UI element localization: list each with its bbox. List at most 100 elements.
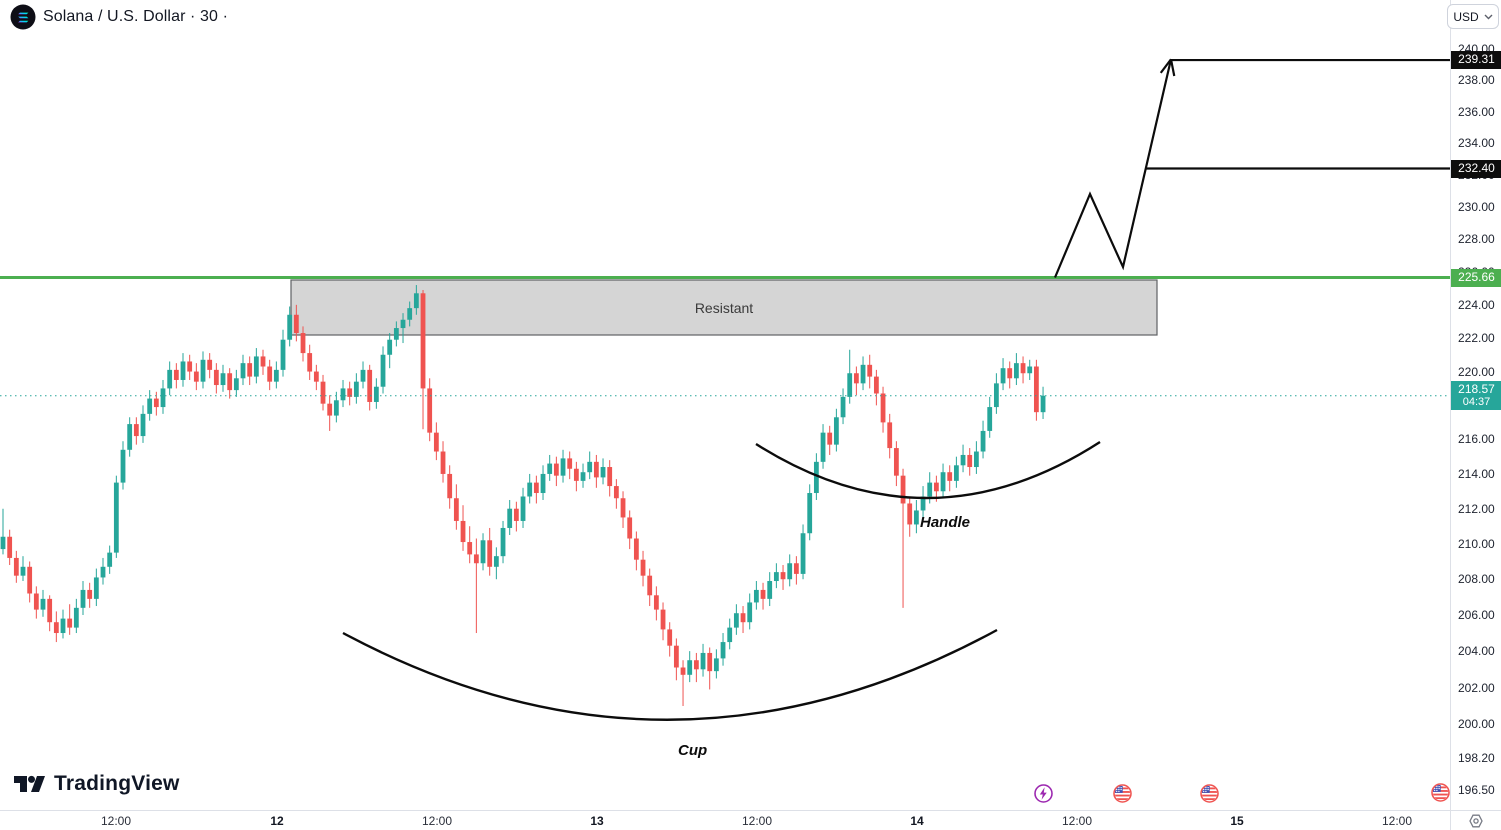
chart-canvas[interactable]: Resistant Cup Handle: [0, 0, 1450, 810]
candle: [1027, 366, 1033, 374]
candle: [960, 454, 966, 466]
candle: [807, 493, 813, 534]
handle-pattern-label[interactable]: Handle: [920, 514, 971, 531]
candle: [127, 424, 133, 450]
candle: [1000, 368, 1006, 384]
candle: [1033, 366, 1039, 413]
price-axis-label: 220.00: [1458, 364, 1495, 379]
price-axis[interactable]: 240.00238.00236.00234.00232.00230.00228.…: [1450, 0, 1501, 810]
candle: [907, 503, 913, 525]
candle: [527, 482, 533, 497]
symbol-title[interactable]: Solana / U.S. Dollar · 30 ·: [43, 8, 228, 25]
candlestick-chart[interactable]: [0, 0, 1450, 810]
candle: [600, 467, 606, 478]
us-economic-event-flag-icon[interactable]: [1430, 782, 1451, 803]
resistance-zone[interactable]: [290, 279, 1158, 336]
candle: [487, 540, 493, 567]
candle: [407, 308, 413, 320]
candle: [67, 618, 73, 628]
candle: [813, 461, 819, 494]
candle: [307, 353, 313, 372]
candle: [107, 552, 113, 567]
candle: [733, 613, 739, 628]
currency-selector-button[interactable]: USD: [1447, 4, 1499, 29]
candle: [287, 314, 293, 340]
candle: [613, 486, 619, 499]
price-level-badge: 225.66: [1451, 268, 1501, 287]
candle: [547, 463, 553, 474]
candle: [580, 472, 586, 481]
candle: [267, 366, 273, 382]
cup-arc[interactable]: [342, 628, 998, 721]
candle: [227, 373, 233, 391]
price-axis-label: 224.00: [1458, 297, 1495, 312]
price-axis-label: 202.00: [1458, 680, 1495, 695]
chevron-down-icon: [1484, 14, 1493, 19]
candle: [507, 508, 513, 528]
candle: [353, 381, 359, 397]
candle: [947, 472, 953, 481]
candle: [767, 581, 773, 599]
us-economic-event-flag-icon[interactable]: [1112, 783, 1133, 804]
candle: [147, 398, 153, 414]
candle: [900, 475, 906, 504]
candle: [720, 642, 726, 659]
candle: [367, 369, 373, 402]
candle: [427, 388, 433, 433]
crypto-event-icon[interactable]: [1033, 783, 1054, 804]
candle: [480, 540, 486, 564]
candle: [93, 577, 99, 599]
candle: [300, 333, 306, 354]
time-axis-label: 12: [270, 814, 284, 828]
candle: [987, 407, 993, 431]
candle: [453, 498, 459, 521]
candle: [520, 496, 526, 521]
candle: [853, 373, 859, 384]
candle: [700, 652, 706, 670]
candle: [693, 660, 699, 670]
candle: [967, 454, 973, 468]
candle: [627, 517, 633, 539]
time-axis[interactable]: 12:00 12 12:00 13 12:00 14 12:00 15 12:00: [0, 810, 1450, 830]
candle: [860, 364, 866, 384]
tradingview-logo[interactable]: TradingView: [13, 771, 180, 797]
candle: [593, 461, 599, 478]
candle: [567, 458, 573, 469]
price-axis-label: 214.00: [1458, 466, 1495, 481]
price-axis-label: 222.00: [1458, 331, 1495, 346]
us-economic-event-flag-icon[interactable]: [1199, 783, 1220, 804]
candle: [40, 598, 46, 610]
price-axis-label: 210.00: [1458, 536, 1495, 551]
price-axis-label: 234.00: [1458, 136, 1495, 151]
candle: [540, 473, 546, 494]
handle-arc[interactable]: [755, 440, 1101, 500]
candle: [1020, 363, 1026, 374]
candle: [100, 566, 106, 578]
candle: [973, 451, 979, 468]
candle: [840, 396, 846, 418]
candle: [740, 613, 746, 623]
candle: [707, 652, 713, 672]
candle: [880, 393, 886, 423]
price-axis-label: 216.00: [1458, 432, 1495, 447]
resistance-zone-label[interactable]: Resistant: [694, 299, 754, 316]
price-axis-label: 200.00: [1458, 717, 1495, 732]
candle: [80, 589, 86, 608]
price-axis-label: 230.00: [1458, 199, 1495, 214]
projection-arrow[interactable]: [1053, 59, 1173, 278]
candle: [980, 430, 986, 452]
cup-pattern-label[interactable]: Cup: [678, 742, 708, 759]
candle: [13, 557, 19, 576]
time-axis-label: 12:00: [741, 814, 773, 828]
candle: [47, 598, 53, 623]
candle: [847, 373, 853, 397]
candle: [440, 451, 446, 474]
candle: [213, 369, 219, 386]
projection-arrowhead: [1159, 58, 1172, 74]
candle: [913, 510, 919, 525]
candle: [640, 559, 646, 576]
candle: [500, 527, 506, 557]
time-axis-label: 12:00: [100, 814, 132, 828]
price-level-badge: 239.31: [1451, 51, 1501, 70]
scale-settings-gear-icon[interactable]: [1468, 813, 1484, 829]
